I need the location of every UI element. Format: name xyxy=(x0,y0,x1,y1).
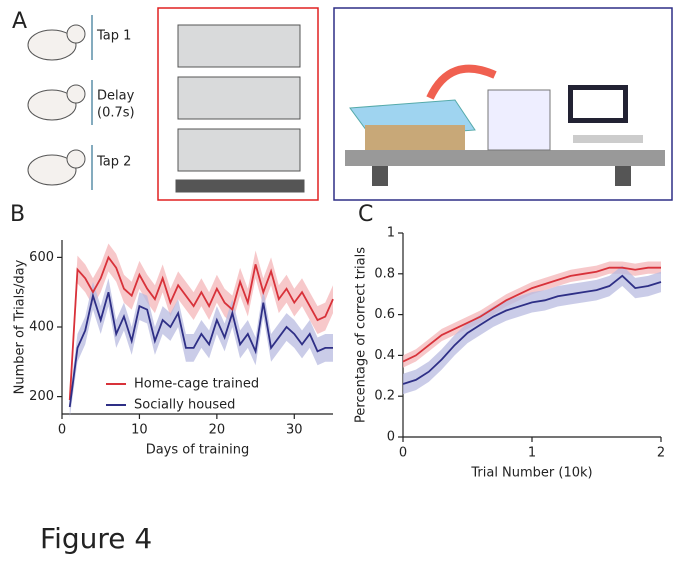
panel-label: C xyxy=(358,202,373,227)
x-tick-label: 30 xyxy=(286,423,303,438)
x-tick-label: 0 xyxy=(58,423,66,438)
y-tick-label: 400 xyxy=(29,320,54,335)
error-band xyxy=(403,261,661,368)
step-label: Tap 2 xyxy=(96,155,131,170)
legend-label: Home-cage trained xyxy=(134,377,259,392)
y-tick-label: 1 xyxy=(387,226,395,241)
rat-illustrations xyxy=(27,24,86,186)
y-tick-label: 0.2 xyxy=(374,389,395,404)
legend-label: Socially housed xyxy=(134,398,235,413)
x-tick-label: 10 xyxy=(131,423,148,438)
series-line xyxy=(402,274,662,385)
y-axis-label: Number of Trials/day xyxy=(13,259,28,394)
y-tick-label: 0.8 xyxy=(374,266,395,281)
setup xyxy=(345,64,665,186)
x-tick-label: 2 xyxy=(657,446,665,461)
x-tick-label: 20 xyxy=(209,423,226,438)
y-tick-label: 200 xyxy=(29,389,54,404)
step-label: Delay xyxy=(97,89,135,104)
rack xyxy=(175,24,305,193)
error-band xyxy=(69,278,333,418)
panel-label: A xyxy=(12,9,27,34)
step-label: Tap 1 xyxy=(96,29,131,44)
series-line xyxy=(402,266,661,363)
y-tick-label: 0 xyxy=(387,430,395,445)
y-tick-label: 600 xyxy=(29,250,54,265)
figure-label: Figure 4 xyxy=(40,522,152,555)
error-band xyxy=(403,265,661,395)
panel-label: B xyxy=(10,202,25,227)
y-tick-label: 0.6 xyxy=(374,307,395,322)
series-line xyxy=(68,255,334,401)
x-tick-label: 1 xyxy=(528,446,536,461)
step-label: (0.7s) xyxy=(97,106,135,121)
y-axis-label: Percentage of correct trials xyxy=(354,247,369,423)
x-axis-label: Trial Number (10k) xyxy=(470,466,592,481)
series-line xyxy=(68,291,333,408)
x-tick-label: 0 xyxy=(399,446,407,461)
y-tick-label: 0.4 xyxy=(374,348,395,363)
x-axis-label: Days of training xyxy=(146,443,250,458)
